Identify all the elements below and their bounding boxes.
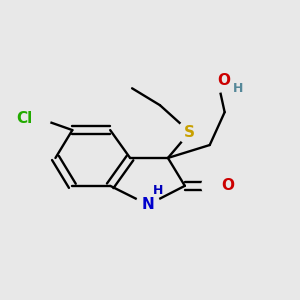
Circle shape — [136, 193, 160, 217]
Text: H: H — [153, 184, 163, 197]
Text: O: O — [222, 178, 235, 193]
Text: H: H — [232, 82, 243, 95]
Text: N: N — [142, 197, 154, 212]
Circle shape — [206, 68, 230, 92]
Circle shape — [202, 174, 226, 198]
Text: O: O — [218, 73, 231, 88]
Circle shape — [27, 106, 50, 130]
Circle shape — [178, 120, 202, 144]
Text: Cl: Cl — [16, 111, 32, 126]
Text: S: S — [184, 124, 195, 140]
